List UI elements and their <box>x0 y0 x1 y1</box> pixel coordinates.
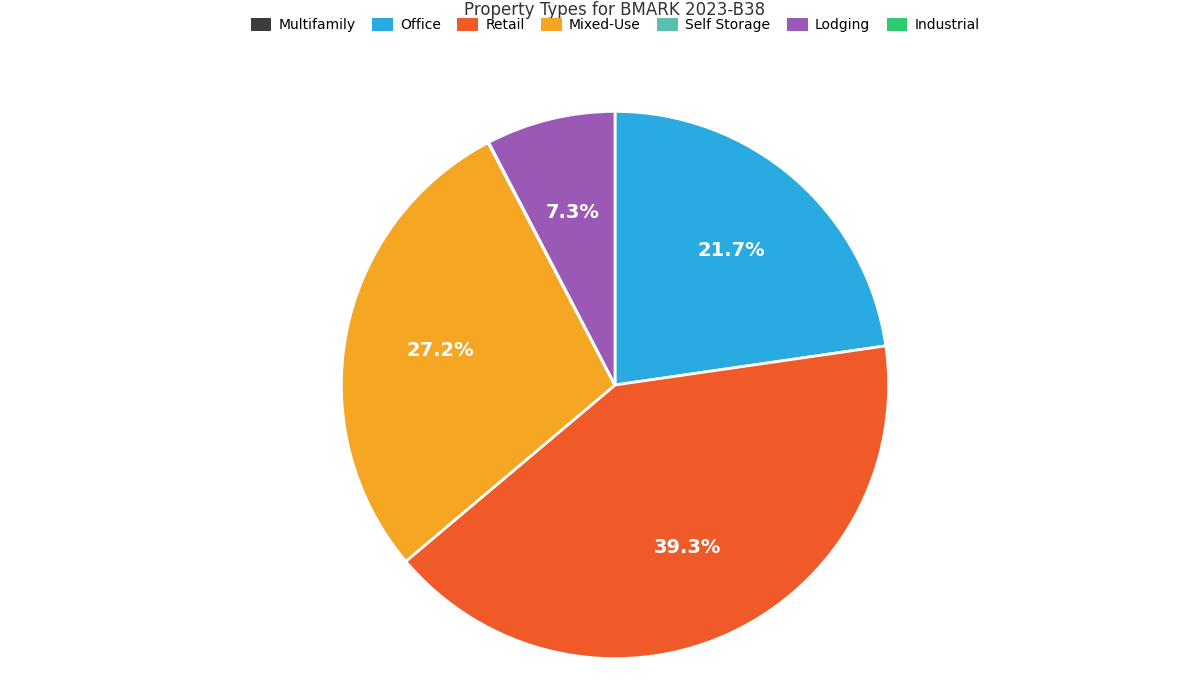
Legend: Multifamily, Office, Retail, Mixed-Use, Self Storage, Lodging, Industrial: Multifamily, Office, Retail, Mixed-Use, … <box>245 13 985 38</box>
Text: 21.7%: 21.7% <box>697 241 766 260</box>
Wedge shape <box>488 142 616 385</box>
Text: 39.3%: 39.3% <box>654 538 721 556</box>
Wedge shape <box>488 142 616 385</box>
Text: 7.3%: 7.3% <box>546 203 600 222</box>
Wedge shape <box>406 346 889 659</box>
Wedge shape <box>488 143 616 385</box>
Text: 27.2%: 27.2% <box>407 341 474 360</box>
Title: Property Types for BMARK 2023-B38: Property Types for BMARK 2023-B38 <box>464 1 766 19</box>
Wedge shape <box>341 143 616 561</box>
Wedge shape <box>614 111 886 385</box>
Wedge shape <box>488 111 616 385</box>
